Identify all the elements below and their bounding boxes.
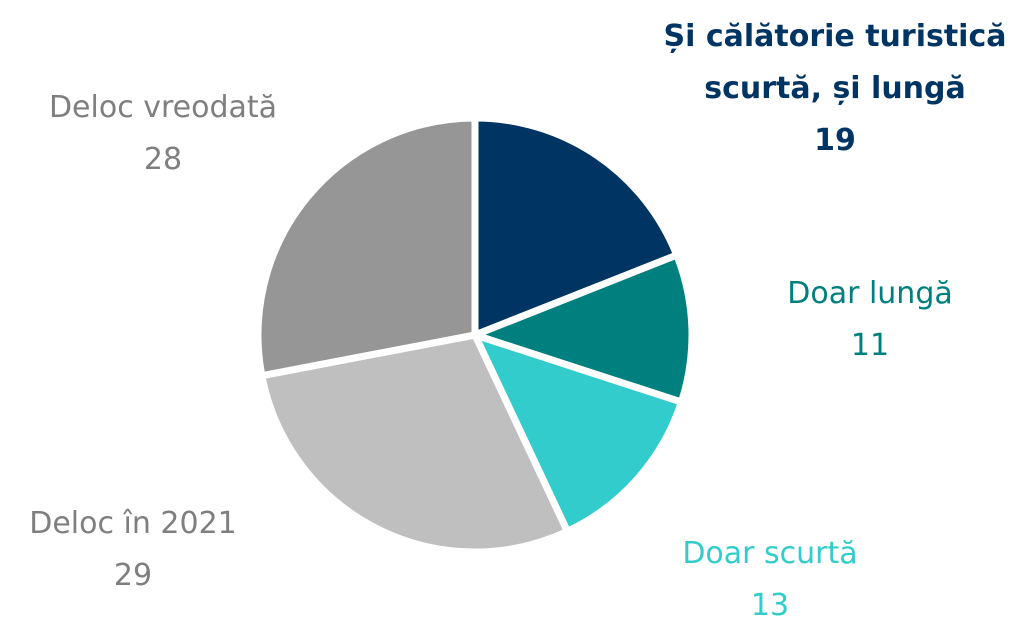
value-label: 19 bbox=[814, 123, 856, 158]
value-label: 13 bbox=[750, 588, 790, 623]
slice-label: Deloc vreodată 28 bbox=[49, 82, 277, 186]
category-label: Doar scurtă bbox=[682, 536, 858, 571]
value-label: 29 bbox=[113, 558, 153, 593]
value-label: 28 bbox=[143, 142, 183, 177]
value-label: 11 bbox=[850, 328, 890, 363]
slice-label: Și călătorie turistică scurtă, și lungă 1… bbox=[650, 11, 1016, 167]
pie-slice bbox=[254, 114, 479, 380]
category-label: Deloc în 2021 bbox=[29, 506, 237, 541]
pie-slice bbox=[471, 114, 682, 341]
slice-label: Deloc în 2021 29 bbox=[29, 498, 237, 602]
slice-label: Doar scurtă 13 bbox=[682, 528, 857, 632]
pie-slice bbox=[257, 331, 573, 556]
category-label: Deloc vreodată bbox=[48, 90, 278, 125]
pie-slice bbox=[464, 250, 696, 407]
category-label: Și călătorie turistică scurtă, și lungă bbox=[663, 19, 1007, 106]
pie-slice bbox=[468, 329, 686, 537]
slice-label: Doar lungă 11 bbox=[787, 268, 953, 372]
category-label: Doar lungă bbox=[787, 276, 953, 311]
